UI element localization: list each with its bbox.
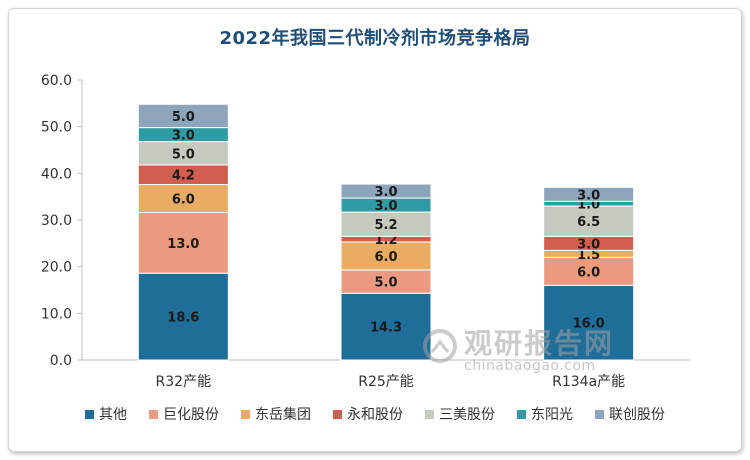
legend-item: 东阳光 [517,404,573,424]
legend-swatch [517,409,526,419]
legend-swatch [595,409,604,419]
data-label: 13.0 [167,237,199,252]
x-tick-label: R32产能 [156,374,212,390]
data-label: 3.0 [374,199,397,214]
data-label: 4.2 [172,169,195,184]
data-label: 18.6 [167,311,199,326]
legend-item: 联创股份 [595,404,665,424]
data-label: 6.0 [577,265,600,280]
bar-segment [340,211,432,237]
legend-label: 三美股份 [439,407,495,423]
data-label: 5.2 [374,218,397,233]
data-label: 3.0 [172,129,195,144]
bar-segment [137,103,229,129]
chart-title: 2022年我国三代制冷剂市场竞争格局 [219,28,531,49]
bar-segment [137,272,229,361]
bar-segment [543,256,635,286]
watermark-text: 观研报告网 [464,327,615,360]
legend-item: 其他 [85,404,127,424]
bar-segment [543,284,635,361]
watermark-logo-icon [423,329,457,363]
data-label: 3.0 [374,185,397,200]
legend-swatch [149,409,158,419]
data-label: 3.0 [577,188,600,203]
legend-label: 东阳光 [531,407,573,423]
watermark-url: chinabaogao.com [464,358,596,374]
data-label: 3.0 [577,237,600,252]
bar-segment [340,292,432,361]
y-tick-label: 40.0 [41,166,72,182]
legend-swatch [333,409,342,419]
data-label: 16.0 [573,317,605,332]
data-label: 1.5 [577,248,600,263]
legend-item: 永和股份 [333,404,403,424]
x-tick-label: R134a产能 [552,374,625,390]
bar-segment [137,184,229,214]
legend-swatch [85,409,94,419]
y-tick-label: 60.0 [41,73,72,89]
y-tick-label: 0.0 [50,353,72,369]
data-label: 6.0 [374,250,397,265]
bar-segment [340,241,432,271]
data-label: 5.0 [172,110,195,125]
legend-label: 永和股份 [347,407,403,423]
data-label: 1.2 [374,233,397,248]
watermark: 观研报告网 chinabaogao.com [420,322,620,382]
data-label: 14.3 [370,321,402,336]
x-tick-label: R25产能 [358,374,414,390]
legend-item: 巨化股份 [149,404,219,424]
legend-label: 东岳集团 [255,407,311,423]
legend-swatch [425,409,434,419]
legend-label: 联创股份 [609,407,665,423]
data-label: 6.0 [172,193,195,208]
legend-label: 其他 [99,407,127,423]
bar-segment [543,205,635,237]
legend: 其他 巨化股份 东岳集团 永和股份 三美股份 东阳光 联创股份 [0,404,750,424]
y-tick-label: 20.0 [41,260,72,276]
legend-item: 三美股份 [425,404,495,424]
bar-segment [340,183,432,199]
y-tick-label: 30.0 [41,213,72,229]
bar-segment [543,186,635,202]
legend-swatch [241,409,250,419]
legend-item: 东岳集团 [241,404,311,424]
y-tick-label: 10.0 [41,306,72,322]
legend-label: 巨化股份 [163,407,219,423]
data-label: 5.0 [374,276,397,291]
bar-segment [137,212,229,274]
data-label: 5.0 [172,147,195,162]
data-label: 6.5 [577,215,600,230]
y-tick-label: 50.0 [41,120,72,136]
